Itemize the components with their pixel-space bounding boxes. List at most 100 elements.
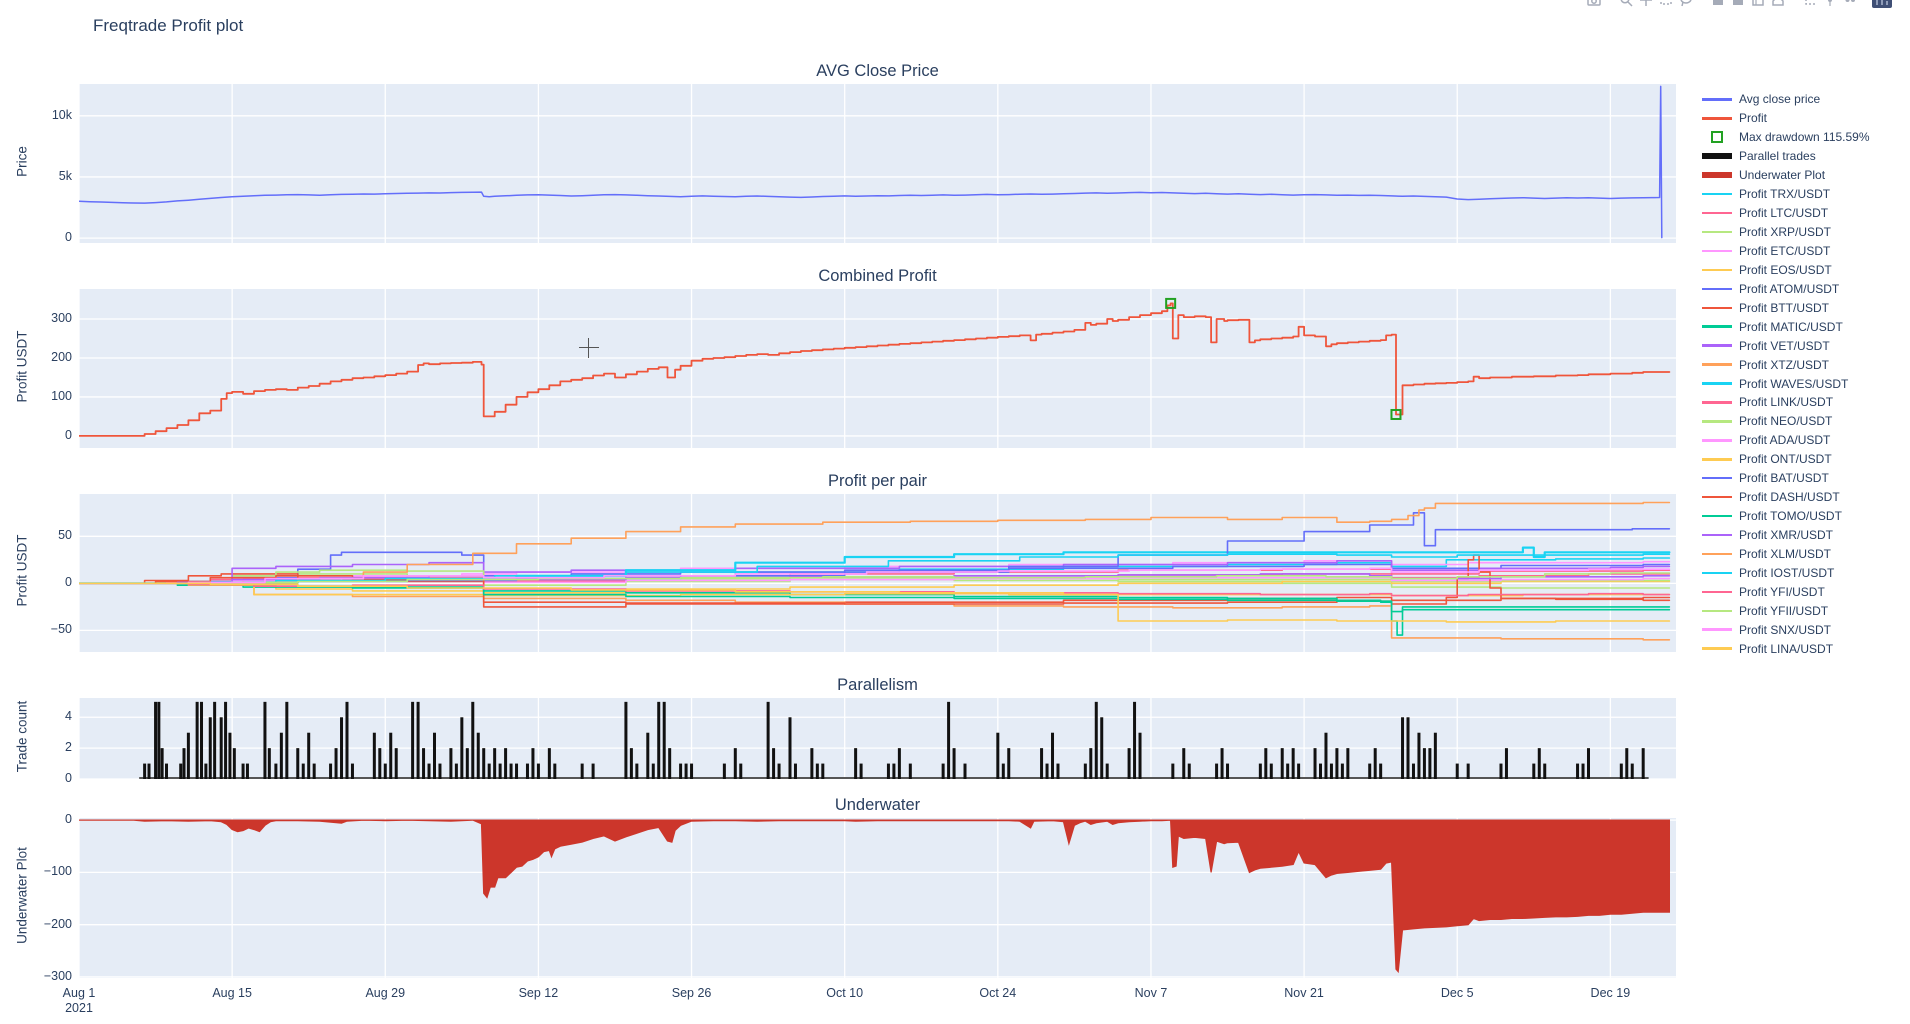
plotly-logo[interactable]: [1872, 0, 1892, 8]
legend-swatch: [1702, 533, 1734, 537]
legend-item-profit-tomo-usdt[interactable]: Profit TOMO/USDT: [1702, 507, 1910, 526]
legend-item-profit-dash-usdt[interactable]: Profit DASH/USDT: [1702, 488, 1910, 507]
plot-svg-0: [79, 84, 1676, 243]
legend-item-avg-close-price[interactable]: Avg close price: [1702, 90, 1910, 109]
legend-item-profit-neo-usdt[interactable]: Profit NEO/USDT: [1702, 412, 1910, 431]
legend-label: Profit YFII/USDT: [1739, 603, 1829, 618]
x-tick-2: Aug 29: [345, 986, 425, 1001]
legend-item-profit-atom-usdt[interactable]: Profit ATOM/USDT: [1702, 279, 1910, 298]
x-tick-label: Sep 26: [671, 986, 712, 1000]
plotly-modebar: [1584, 0, 1892, 8]
legend-item-profit-eos-usdt[interactable]: Profit EOS/USDT: [1702, 260, 1910, 279]
legend-item-profit-btt-usdt[interactable]: Profit BTT/USDT: [1702, 298, 1910, 317]
zoom-out-icon[interactable]: [1728, 0, 1748, 8]
legend-item-profit-etc-usdt[interactable]: Profit ETC/USDT: [1702, 242, 1910, 261]
subplot-title-3: Parallelism: [837, 676, 918, 694]
legend-swatch: [1702, 552, 1734, 556]
y-tick-4-3: −300: [43, 968, 72, 983]
legend-swatch: [1702, 476, 1734, 480]
legend-label: Max drawdown 115.59%: [1739, 130, 1870, 145]
legend-label: Profit MATIC/USDT: [1739, 319, 1843, 334]
legend-swatch: [1702, 609, 1734, 613]
legend-label: Profit ONT/USDT: [1739, 452, 1832, 467]
x-tick-0: Aug 1 2021: [39, 986, 119, 1016]
x-tick-label: Oct 24: [979, 986, 1017, 1000]
plot-svg-4: [79, 818, 1676, 978]
legend-line-icon: [1702, 495, 1732, 499]
max-drawdown-marker: [1390, 408, 1402, 420]
legend-label: Profit LTC/USDT: [1739, 206, 1829, 221]
legend-swatch: [1702, 382, 1734, 385]
legend-item-profit-ont-usdt[interactable]: Profit ONT/USDT: [1702, 450, 1910, 469]
legend-item-profit-snx-usdt[interactable]: Profit SNX/USDT: [1702, 620, 1910, 639]
pan-icon[interactable]: [1636, 0, 1656, 8]
legend-item-profit-xmr-usdt[interactable]: Profit XMR/USDT: [1702, 526, 1910, 545]
zoom-icon[interactable]: [1616, 0, 1636, 8]
y-tick-0-1: 5k: [58, 168, 72, 183]
legend-swatch: [1702, 287, 1734, 291]
legend-line-icon: [1702, 533, 1732, 537]
legend-swatch: [1702, 249, 1734, 253]
hover-compare-icon[interactable]: [1840, 0, 1860, 8]
x-tick-label: Dec 5: [1440, 986, 1474, 1000]
legend-item-profit-link-usdt[interactable]: Profit LINK/USDT: [1702, 393, 1910, 412]
legend-item-profit-vet-usdt[interactable]: Profit VET/USDT: [1702, 336, 1910, 355]
legend-item-profit-bat-usdt[interactable]: Profit BAT/USDT: [1702, 469, 1910, 488]
legend-label: Profit XLM/USDT: [1739, 546, 1832, 561]
plot-area-1[interactable]: [79, 289, 1676, 448]
legend-item-profit-yfii-usdt[interactable]: Profit YFII/USDT: [1702, 601, 1910, 620]
legend-swatch: [1702, 325, 1734, 328]
hover-closest-icon[interactable]: [1820, 0, 1840, 8]
figure-title: Freqtrade Profit plot: [93, 16, 244, 35]
legend-item-profit-xtz-usdt[interactable]: Profit XTZ/USDT: [1702, 355, 1910, 374]
legend-item-profit[interactable]: Profit: [1702, 109, 1910, 128]
y-axis-label-4: Underwater Plot: [14, 847, 30, 944]
camera-icon[interactable]: [1584, 0, 1604, 8]
legend-item-profit-xlm-usdt[interactable]: Profit XLM/USDT: [1702, 545, 1910, 564]
lasso-icon[interactable]: [1676, 0, 1696, 8]
y-tick-3-1: 2: [65, 740, 72, 755]
plot-area-2[interactable]: [79, 494, 1676, 652]
y-tick-2-0: −50: [50, 622, 72, 637]
legend-label: Profit LINK/USDT: [1739, 395, 1834, 410]
legend-swatch: [1702, 628, 1734, 631]
legend-item-profit-xrp-usdt[interactable]: Profit XRP/USDT: [1702, 223, 1910, 242]
legend-line-icon: [1702, 117, 1732, 120]
reset-axes-icon[interactable]: [1768, 0, 1788, 8]
legend-item-profit-lina-usdt[interactable]: Profit LINA/USDT: [1702, 639, 1910, 658]
legend-line-icon: [1702, 590, 1732, 594]
toggle-spikelines-icon[interactable]: [1800, 0, 1820, 8]
legend-item-profit-ltc-usdt[interactable]: Profit LTC/USDT: [1702, 204, 1910, 223]
legend-item-profit-yfi-usdt[interactable]: Profit YFI/USDT: [1702, 582, 1910, 601]
plot-area-0[interactable]: [79, 84, 1676, 243]
legend-item-underwater-plot[interactable]: Underwater Plot: [1702, 166, 1910, 185]
y-tick-2-1: 0: [65, 575, 72, 590]
legend-item-profit-waves-usdt[interactable]: Profit WAVES/USDT: [1702, 374, 1910, 393]
legend-line-icon: [1702, 420, 1732, 423]
legend-line-icon: [1702, 439, 1732, 442]
zoom-in-icon[interactable]: [1708, 0, 1728, 8]
legend-label: Profit TRX/USDT: [1739, 187, 1831, 202]
box-select-icon[interactable]: [1656, 0, 1676, 8]
subplot-title-2: Profit per pair: [827, 472, 928, 490]
legend-line-icon: [1702, 609, 1732, 613]
x-tick-label: Dec 19: [1590, 986, 1631, 1000]
legend-item-max-drawdown-115-59-[interactable]: Max drawdown 115.59%: [1702, 128, 1910, 147]
legend-label: Profit LINA/USDT: [1739, 641, 1834, 656]
legend-label: Profit BTT/USDT: [1739, 300, 1830, 315]
plot-area-3[interactable]: [79, 698, 1676, 779]
legend-item-parallel-trades[interactable]: Parallel trades: [1702, 147, 1910, 166]
autoscale-icon[interactable]: [1748, 0, 1768, 8]
legend-item-profit-trx-usdt[interactable]: Profit TRX/USDT: [1702, 185, 1910, 204]
legend-line-icon: [1702, 211, 1732, 215]
plot-area-4[interactable]: [79, 818, 1676, 978]
legend-item-profit-iost-usdt[interactable]: Profit IOST/USDT: [1702, 563, 1910, 582]
mouse-cursor-crosshair: [579, 338, 599, 358]
x-tick-9: Dec 5: [1417, 986, 1497, 1001]
legend-line-icon: [1702, 249, 1732, 253]
subplot-title-0: AVG Close Price: [816, 62, 939, 80]
legend-item-profit-matic-usdt[interactable]: Profit MATIC/USDT: [1702, 317, 1910, 336]
legend-swatch: [1702, 153, 1734, 160]
legend-line-icon: [1702, 571, 1732, 575]
legend-item-profit-ada-usdt[interactable]: Profit ADA/USDT: [1702, 431, 1910, 450]
